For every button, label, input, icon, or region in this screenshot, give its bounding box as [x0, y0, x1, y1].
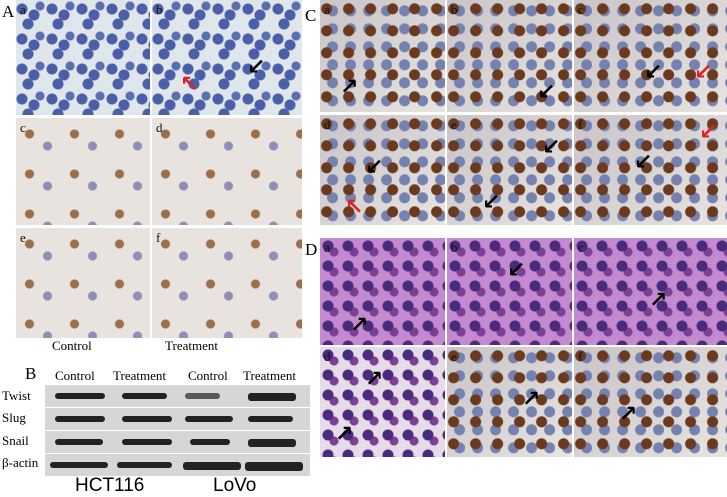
subpanel-label: f — [578, 349, 583, 364]
subpanel-label: e — [451, 117, 457, 132]
panel-d-f-image: f ↗ — [574, 347, 727, 457]
panel-a-a-image: a — [16, 0, 150, 115]
arrow-icon: ↗ — [335, 422, 354, 447]
panel-d-e-image: e ↗ — [447, 347, 572, 457]
column-header: Treatment — [113, 368, 166, 383]
subpanel-label: b — [451, 2, 458, 17]
panel-a-d-image: d — [152, 118, 302, 225]
subpanel-label: b — [156, 2, 163, 17]
arrow-icon: ↗ — [649, 288, 668, 313]
arrow-icon: ↗ — [340, 75, 359, 100]
subpanel-label: d — [324, 117, 331, 132]
subpanel-label: a — [20, 2, 26, 17]
subpanel-label: c — [20, 120, 26, 135]
arrow-icon: ↙ — [247, 55, 266, 80]
row-label: Snail — [2, 433, 29, 448]
panel-b-label: B — [25, 364, 37, 383]
panel-a-c-image: c — [16, 118, 150, 225]
panel-d-b-image: b ↙ — [447, 238, 572, 345]
column-header: Control — [55, 368, 95, 383]
panel-c-b-image: b ↙ — [447, 0, 572, 112]
row-label: Twist — [2, 388, 31, 403]
subpanel-label: f — [578, 117, 583, 132]
arrow-icon: ↗ — [522, 387, 541, 412]
panel-a-label: A — [2, 2, 15, 21]
blot-twist — [45, 385, 310, 407]
panel-d-c-image: c ↗ — [574, 238, 727, 345]
subpanel-label: c — [578, 240, 584, 255]
panel-c-e-image: e ↙ ↙ — [447, 115, 572, 225]
blot-snail — [45, 431, 310, 453]
arrow-icon: ↙ — [537, 80, 556, 105]
blot-beta-actin — [45, 454, 310, 476]
row-label: β-actin — [2, 455, 39, 470]
arrow-icon: ↙ — [482, 190, 501, 215]
arrow-icon: ↙ — [644, 60, 663, 85]
arrow-icon: ↙ — [699, 120, 718, 145]
panel-a-f-image: f — [152, 228, 302, 338]
arrow-icon: ↙ — [365, 155, 384, 180]
row-label: Slug — [2, 410, 26, 425]
panel-d-d-image: d ↗ ↗ — [320, 347, 445, 457]
arrow-icon: ↗ — [350, 313, 369, 338]
subpanel-label: e — [451, 349, 457, 364]
arrow-icon: ↙ — [694, 60, 713, 85]
panel-a-b-image: b ↙ ↖ — [152, 0, 302, 115]
subpanel-label: a — [324, 2, 330, 17]
column-header: Treatment — [243, 368, 296, 383]
arrow-icon: ↙ — [542, 135, 561, 160]
subpanel-label: e — [20, 230, 26, 245]
panel-c-label: C — [305, 6, 317, 25]
subpanel-label: c — [578, 2, 584, 17]
cell-line-hct116: HCT116 — [75, 475, 145, 496]
subpanel-label: d — [156, 120, 163, 135]
arrow-icon: ↗ — [619, 402, 638, 427]
arrow-icon: ↙ — [634, 150, 653, 175]
subpanel-label: f — [156, 230, 161, 245]
cell-line-lovo: LoVo — [213, 475, 257, 496]
panel-d-a-image: a ↗ — [320, 238, 445, 345]
panel-a-e-image: e — [16, 228, 150, 338]
panel-c-c-image: c ↙ ↙ — [574, 0, 727, 112]
arrow-icon: ↗ — [365, 367, 384, 392]
panel-c-d-image: d ↙ ↖ — [320, 115, 445, 225]
subpanel-label: a — [324, 240, 330, 255]
blot-slug — [45, 408, 310, 430]
control-caption: Control — [52, 338, 92, 353]
treatment-caption: Treatment — [165, 338, 218, 353]
column-header: Control — [188, 368, 228, 383]
arrow-icon: ↙ — [507, 258, 526, 283]
panel-d-label: D — [305, 240, 318, 259]
subpanel-label: d — [324, 349, 331, 364]
subpanel-label: b — [451, 240, 458, 255]
panel-c-f-image: f ↙ ↙ — [574, 115, 727, 225]
arrow-icon: ↖ — [180, 72, 199, 97]
arrow-icon: ↖ — [345, 195, 364, 220]
panel-c-a-image: a ↗ — [320, 0, 445, 112]
